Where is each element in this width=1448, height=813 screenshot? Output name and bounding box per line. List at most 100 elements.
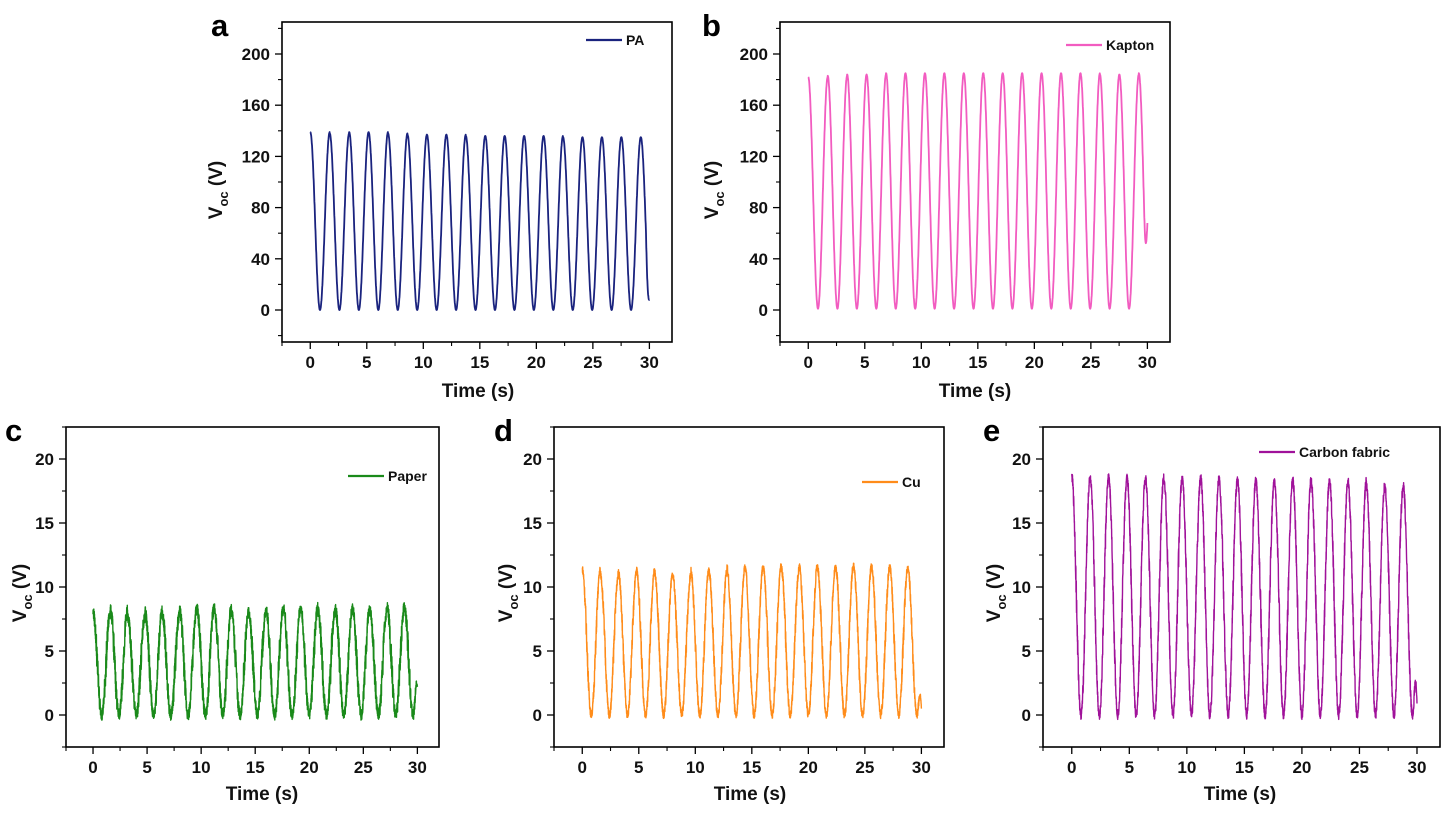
y-tick-label: 10 (523, 578, 542, 597)
x-axis-title: Time (s) (442, 381, 515, 402)
y-axis-title: Voc (V) (984, 564, 1009, 622)
x-tick-label: 0 (306, 353, 315, 372)
x-tick-label: 25 (1081, 353, 1100, 372)
panel-letter: e (983, 413, 1000, 448)
legend-label: Carbon fabric (1299, 444, 1390, 460)
series-line-kapton (807, 72, 1149, 310)
y-axis-title-unit: (V) (702, 161, 723, 192)
x-tick-label: 10 (414, 353, 433, 372)
y-tick-label: 40 (749, 250, 768, 269)
chart-panel-d: 0 5 10 15 20 25 30 0 5 10 15 20 Time (s) Voc (V) d Cu (494, 413, 945, 805)
x-tick-label: 25 (354, 758, 373, 777)
legend-label: Kapton (1106, 37, 1154, 53)
y-tick-label: 0 (759, 301, 768, 320)
y-axis-title: Voc (V) (496, 564, 521, 622)
y-tick-label: 15 (1012, 514, 1031, 533)
y-tick-label: 0 (533, 706, 542, 725)
y-tick-label: 160 (242, 96, 270, 115)
x-tick-label: 15 (246, 758, 265, 777)
x-tick-label: 15 (470, 353, 489, 372)
x-tick-label: 25 (1350, 758, 1369, 777)
y-axis-title: Voc (V) (206, 161, 231, 219)
y-axis-title-main: V (206, 206, 227, 219)
panel-letter: d (494, 413, 513, 448)
x-tick-label: 25 (855, 758, 874, 777)
y-tick-label: 20 (523, 450, 542, 469)
y-tick-label: 5 (1022, 642, 1031, 661)
y-axis-title-unit: (V) (10, 564, 31, 595)
y-tick-label: 20 (35, 450, 54, 469)
y-tick-label: 200 (242, 45, 270, 64)
y-axis-title: Voc (V) (10, 564, 35, 622)
x-tick-label: 20 (799, 758, 818, 777)
y-axis-title-main: V (10, 609, 31, 622)
y-axis-title-unit: (V) (984, 564, 1005, 595)
x-tick-label: 0 (1067, 758, 1076, 777)
x-axis-title: Time (s) (714, 784, 787, 805)
y-axis-title-subscript: oc (216, 191, 231, 206)
x-tick-label: 5 (142, 758, 151, 777)
x-tick-label: 30 (1138, 353, 1157, 372)
legend-label: Paper (388, 468, 427, 484)
y-axis-title-unit: (V) (206, 161, 227, 192)
x-tick-label: 30 (912, 758, 931, 777)
y-tick-label: 10 (35, 578, 54, 597)
y-tick-label: 120 (740, 147, 768, 166)
x-tick-label: 25 (583, 353, 602, 372)
y-axis-title-subscript: oc (506, 594, 521, 609)
x-tick-label: 20 (300, 758, 319, 777)
y-tick-label: 200 (740, 45, 768, 64)
y-axis-title-subscript: oc (712, 191, 727, 206)
panel-letter: a (211, 8, 229, 43)
x-tick-label: 0 (578, 758, 587, 777)
x-tick-label: 30 (408, 758, 427, 777)
y-tick-label: 80 (749, 199, 768, 218)
x-tick-label: 5 (634, 758, 643, 777)
y-tick-label: 160 (740, 96, 768, 115)
y-tick-label: 0 (261, 301, 270, 320)
y-axis-title-unit: (V) (496, 564, 517, 595)
y-tick-label: 5 (533, 642, 542, 661)
x-tick-label: 5 (860, 353, 869, 372)
x-tick-label: 10 (686, 758, 705, 777)
series-line-carbon-fabric (1071, 473, 1418, 721)
series-line-cu (581, 562, 923, 720)
x-tick-label: 5 (362, 353, 371, 372)
y-tick-label: 10 (1012, 578, 1031, 597)
chart-panel-b: 0 5 10 15 20 25 30 0 40 80 120 160 200 Time (s) Voc (V… (702, 8, 1171, 402)
panel-letter: c (5, 413, 22, 448)
x-tick-label: 15 (742, 758, 761, 777)
x-axis-title: Time (s) (1204, 784, 1277, 805)
legend-label: PA (626, 32, 644, 48)
plot-frame (553, 426, 945, 748)
chart-panel-a: 0 5 10 15 20 25 30 0 40 80 120 160 200 Time (s) Voc (V… (206, 8, 673, 402)
chart-panel-e: 0 5 10 15 20 25 30 0 5 10 15 20 Time (s) Voc (V) e Carb… (983, 413, 1441, 805)
y-axis-title-main: V (984, 609, 1005, 622)
y-tick-label: 5 (45, 642, 54, 661)
x-tick-label: 5 (1125, 758, 1134, 777)
x-tick-label: 0 (88, 758, 97, 777)
x-tick-label: 0 (804, 353, 813, 372)
y-tick-label: 20 (1012, 450, 1031, 469)
panel-letter: b (702, 8, 721, 43)
y-axis-title: Voc (V) (702, 161, 727, 219)
x-tick-label: 20 (1292, 758, 1311, 777)
x-tick-label: 15 (968, 353, 987, 372)
y-axis-title-subscript: oc (20, 594, 35, 609)
x-axis-title: Time (s) (226, 784, 299, 805)
y-axis-title-main: V (702, 206, 723, 219)
legend-label: Cu (902, 474, 921, 490)
x-axis-title: Time (s) (939, 381, 1012, 402)
y-tick-label: 80 (251, 199, 270, 218)
y-tick-label: 0 (1022, 706, 1031, 725)
x-tick-label: 20 (527, 353, 546, 372)
series-line-paper (92, 601, 419, 721)
y-axis-title-subscript: oc (994, 594, 1009, 609)
y-tick-label: 0 (45, 706, 54, 725)
y-tick-label: 120 (242, 147, 270, 166)
series-line-pa (309, 131, 651, 311)
y-axis-title-main: V (496, 609, 517, 622)
x-tick-label: 10 (192, 758, 211, 777)
